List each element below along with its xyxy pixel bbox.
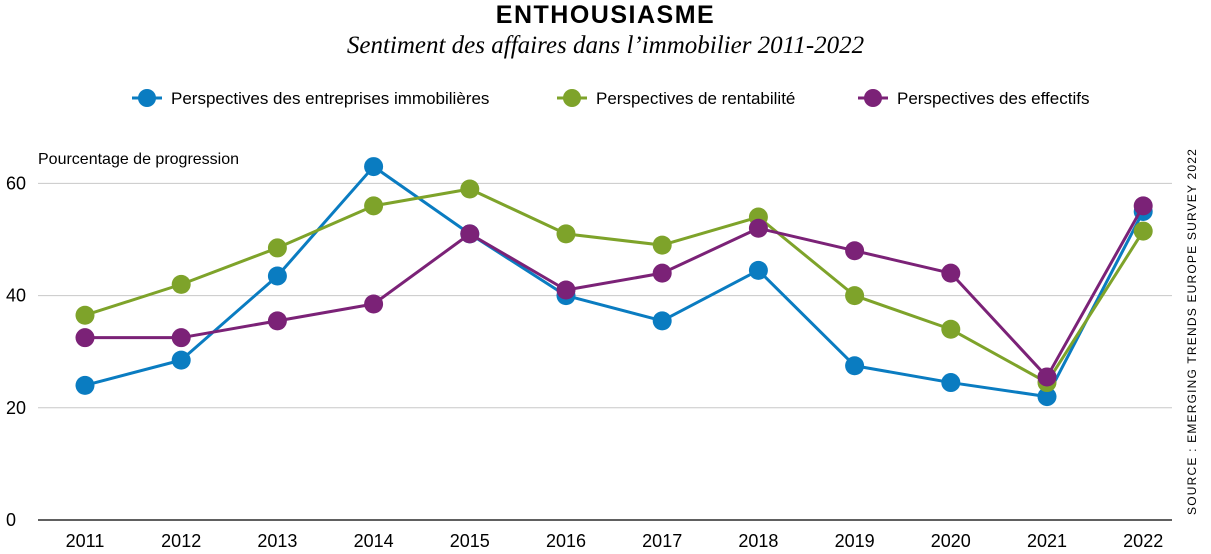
- data-point: [171, 274, 191, 294]
- x-tick-label: 2021: [1027, 531, 1067, 551]
- chart-subtitle: Sentiment des affaires dans l’immobilier…: [346, 32, 865, 59]
- data-point: [171, 328, 191, 348]
- chart-title: ENTHOUSIASME: [495, 1, 716, 29]
- y-axis: 0 20 40 60: [6, 173, 26, 530]
- series-group: [75, 157, 1153, 407]
- data-point: [1037, 367, 1057, 387]
- data-point: [556, 280, 576, 300]
- data-point: [556, 224, 576, 244]
- legend-label: Perspectives des entreprises immobilière…: [171, 89, 489, 108]
- data-point: [845, 356, 865, 376]
- data-point: [460, 179, 480, 199]
- data-point: [171, 350, 191, 370]
- y-tick-label: 60: [6, 173, 26, 193]
- data-point: [748, 218, 768, 238]
- legend-item-2: Perspectives de rentabilité: [557, 89, 795, 108]
- x-tick-label: 2020: [931, 531, 971, 551]
- data-point: [748, 260, 768, 280]
- data-point: [1133, 221, 1153, 241]
- legend-item-3: Perspectives des effectifs: [858, 89, 1089, 108]
- y-tick-label: 40: [6, 286, 26, 306]
- data-point: [845, 286, 865, 306]
- series-2: [75, 179, 1153, 393]
- legend-swatch-marker: [563, 89, 581, 107]
- series-3: [75, 196, 1153, 387]
- x-tick-label: 2015: [450, 531, 490, 551]
- data-point: [845, 241, 865, 261]
- legend-item-1: Perspectives des entreprises immobilière…: [132, 89, 489, 108]
- data-point: [267, 238, 287, 258]
- data-point: [364, 157, 384, 177]
- legend: Perspectives des entreprises immobilière…: [132, 89, 1089, 108]
- data-point: [1133, 196, 1153, 216]
- data-point: [267, 311, 287, 331]
- x-tick-label: 2011: [66, 531, 105, 551]
- data-point: [652, 235, 672, 255]
- legend-swatch-marker: [138, 89, 156, 107]
- data-point: [652, 311, 672, 331]
- y-tick-label: 0: [6, 510, 16, 530]
- x-tick-label: 2018: [738, 531, 778, 551]
- data-point: [364, 294, 384, 314]
- legend-label: Perspectives des effectifs: [897, 89, 1089, 108]
- legend-swatch-marker: [864, 89, 882, 107]
- x-tick-label: 2022: [1123, 531, 1163, 551]
- data-point: [267, 266, 287, 286]
- data-point: [460, 224, 480, 244]
- x-tick-label: 2013: [257, 531, 297, 551]
- series-line: [84, 165, 1145, 399]
- data-point: [941, 263, 961, 283]
- data-point: [1037, 387, 1057, 407]
- grid: [38, 182, 1172, 521]
- series-line: [84, 187, 1145, 385]
- legend-label: Perspectives de rentabilité: [596, 89, 795, 108]
- data-point: [75, 305, 95, 325]
- data-point: [364, 196, 384, 216]
- series-line: [85, 205, 1145, 379]
- x-tick-label: 2019: [835, 531, 875, 551]
- x-tick-label: 2017: [642, 531, 682, 551]
- x-tick-label: 2012: [161, 531, 201, 551]
- y-tick-label: 20: [6, 398, 26, 418]
- data-point: [941, 319, 961, 339]
- y-axis-label: Pourcentage de progression: [38, 151, 239, 168]
- x-tick-label: 2016: [546, 531, 586, 551]
- data-point: [75, 375, 95, 395]
- data-point: [941, 373, 961, 393]
- x-tick-label: 2014: [354, 531, 394, 551]
- data-point: [75, 328, 95, 348]
- source-note: SOURCE : EMERGING TRENDS EUROPE SURVEY 2…: [1185, 148, 1199, 515]
- x-axis: 2011 2012 2013 2014 2015 2016 2017 2018 2019 2020…: [66, 531, 1164, 551]
- data-point: [652, 263, 672, 283]
